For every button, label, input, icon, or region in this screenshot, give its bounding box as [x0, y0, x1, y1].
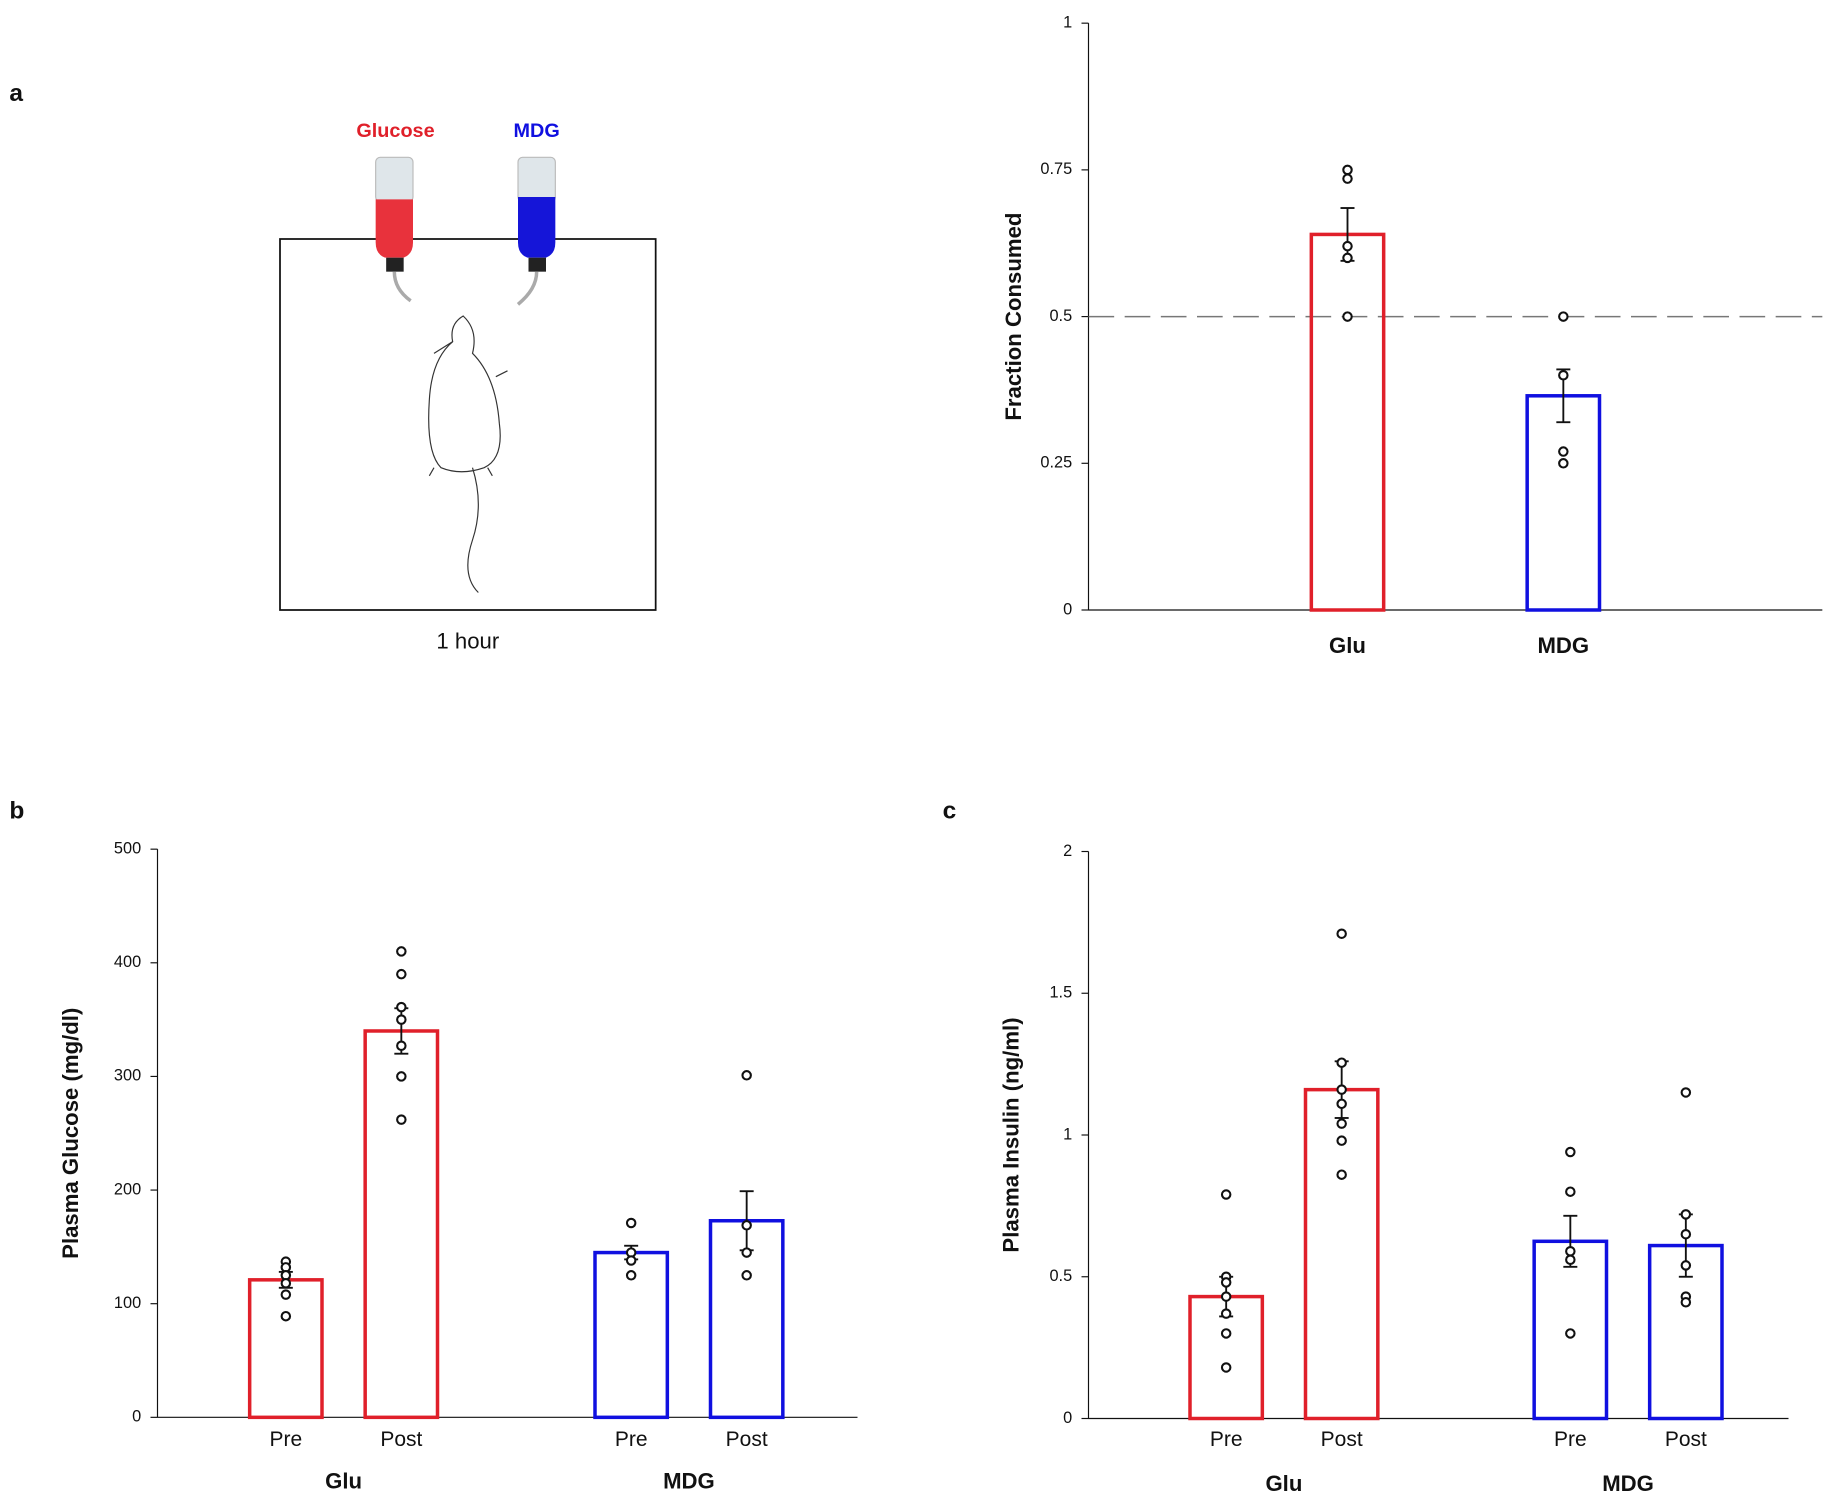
category-label: Pre: [1210, 1428, 1243, 1451]
data-point: [1220, 1308, 1232, 1319]
y-axis-label: Plasma Glucose (mg/dl): [58, 1008, 83, 1259]
data-point: [741, 1270, 752, 1281]
data-point: [625, 1217, 637, 1229]
data-point: [1220, 1362, 1232, 1373]
data-point: [1342, 240, 1353, 252]
panel-label: a: [9, 80, 23, 107]
data-point: [1558, 458, 1569, 469]
category-label: Glu: [1329, 633, 1366, 658]
y-tick-label: 400: [114, 953, 141, 971]
bottle-label: MDG: [514, 120, 560, 142]
category-label: Post: [1321, 1428, 1363, 1451]
data-point: [1336, 1057, 1347, 1068]
data-point: [1680, 1297, 1692, 1308]
data-point: [396, 1114, 407, 1125]
data-point: [1565, 1245, 1576, 1257]
data-point: [1558, 311, 1569, 322]
y-tick-label: 1: [1063, 13, 1072, 31]
data-point: [741, 1247, 752, 1258]
data-point: [396, 946, 407, 957]
data-point: [1336, 928, 1347, 939]
data-point: [280, 1310, 292, 1322]
data-point: [1336, 1118, 1347, 1129]
bar: [247, 1278, 324, 1420]
category-label: Pre: [1554, 1428, 1587, 1451]
data-point: [1220, 1328, 1232, 1339]
data-point: [741, 1070, 752, 1081]
panel-label: b: [9, 797, 24, 824]
group-label: MDG: [1602, 1471, 1654, 1496]
y-tick-label: 0: [1063, 600, 1072, 618]
bar: [1525, 394, 1602, 612]
data-point: [396, 968, 407, 980]
data-point: [1220, 1189, 1232, 1200]
data-point: [1558, 446, 1569, 457]
data-point: [1680, 1260, 1692, 1271]
data-point: [280, 1289, 292, 1300]
data-point: [396, 1014, 407, 1025]
data-point: [1565, 1328, 1576, 1339]
data-point: [1565, 1186, 1576, 1197]
data-point: [1342, 311, 1353, 322]
data-point: [625, 1270, 637, 1281]
y-tick-label: 300: [114, 1067, 141, 1085]
y-tick-label: 0: [132, 1408, 141, 1426]
category-label: Post: [380, 1428, 422, 1451]
y-tick-label: 0.5: [1049, 307, 1072, 325]
y-tick-label: 0: [1063, 1409, 1072, 1427]
y-tick-label: 200: [114, 1180, 141, 1198]
data-point: [396, 1001, 407, 1013]
y-axis-label: Fraction Consumed: [1001, 213, 1026, 421]
panel-label: c: [943, 797, 957, 824]
y-tick-label: 500: [114, 839, 141, 857]
group-label: Glu: [1265, 1471, 1302, 1496]
y-tick-label: 0.5: [1049, 1267, 1072, 1285]
diagram: Glucose MDG 1 hour: [279, 120, 657, 654]
data-point: [1680, 1087, 1692, 1098]
data-point: [1220, 1291, 1232, 1302]
data-point: [1558, 370, 1569, 381]
y-tick-label: 0.25: [1040, 454, 1072, 472]
group-label: Glu: [325, 1469, 362, 1494]
category-label: Pre: [615, 1428, 648, 1451]
bottle-right: [516, 156, 556, 306]
y-tick-label: 1.5: [1049, 984, 1072, 1002]
data-point: [1342, 252, 1353, 264]
data-point: [396, 1040, 407, 1052]
y-axis-label: Plasma Insulin (ng/ml): [999, 1017, 1024, 1252]
data-point: [741, 1220, 752, 1231]
category-label: Pre: [269, 1428, 302, 1451]
data-point: [1336, 1169, 1347, 1180]
data-point: [280, 1277, 292, 1289]
data-point: [1342, 164, 1353, 176]
data-point: [1336, 1098, 1347, 1110]
y-tick-label: 2: [1063, 842, 1072, 860]
y-tick-label: 1: [1063, 1125, 1072, 1143]
bottle-label: Glucose: [356, 120, 434, 142]
data-point: [1342, 173, 1353, 184]
category-label: MDG: [1537, 633, 1589, 658]
rat: [428, 315, 508, 593]
group-label: MDG: [663, 1469, 715, 1494]
data-point: [1565, 1146, 1576, 1158]
bar: [1309, 232, 1386, 612]
y-tick-label: 100: [114, 1294, 141, 1312]
caption: 1 hour: [436, 629, 499, 654]
data-point: [1565, 1254, 1576, 1265]
data-point: [1336, 1135, 1347, 1146]
cage: [279, 238, 657, 611]
category-label: Post: [1665, 1428, 1707, 1451]
category-label: Post: [726, 1428, 768, 1451]
data-point: [625, 1255, 637, 1266]
data-point: [396, 1071, 407, 1082]
data-point: [1680, 1209, 1692, 1220]
bottle-left: [375, 156, 414, 303]
bar: [363, 1029, 440, 1420]
data-point: [1336, 1084, 1347, 1095]
y-tick-label: 0.75: [1040, 160, 1072, 178]
data-point: [1220, 1277, 1232, 1288]
data-point: [1680, 1228, 1692, 1240]
